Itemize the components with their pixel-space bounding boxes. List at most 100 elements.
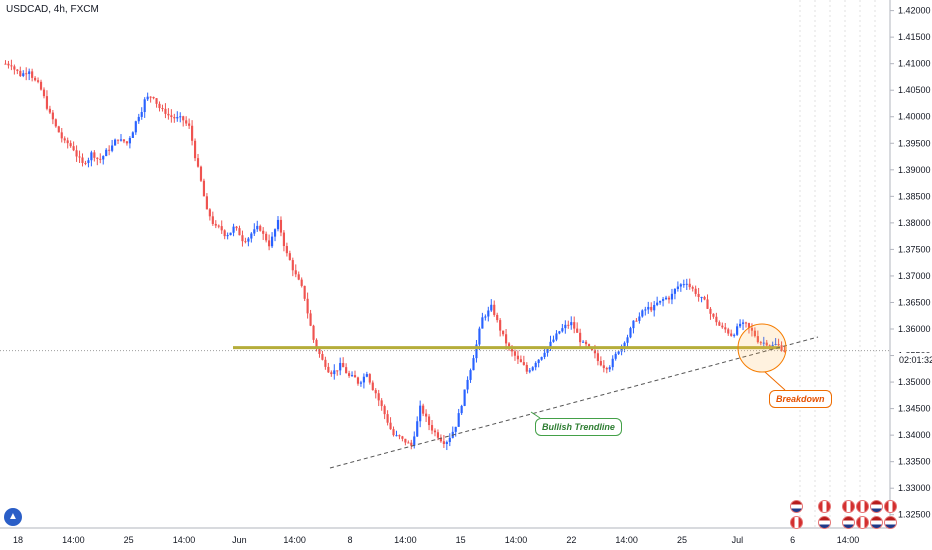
us-flag-icon[interactable] (870, 500, 883, 513)
candle-body (202, 180, 206, 197)
candle-body (481, 317, 484, 329)
candle-body (703, 296, 706, 300)
candle-body (324, 359, 327, 367)
candle-body (10, 65, 13, 67)
us-flag-icon[interactable] (884, 516, 897, 529)
candle-body (386, 414, 389, 423)
ca-flag-icon[interactable] (818, 500, 831, 513)
bullish-trendline-label[interactable]: Bullish Trendline (535, 418, 622, 436)
breakdown-label[interactable]: Breakdown (769, 390, 832, 408)
candle-body (268, 240, 271, 247)
candle-body (182, 116, 185, 121)
candle-body (546, 348, 549, 353)
candle-body (149, 96, 152, 98)
candle-body (504, 334, 508, 344)
price-axis[interactable]: 1.42000 1.41500 1.41000 1.40500 1.40000 1.395… (889, 0, 931, 528)
candle-body (19, 70, 22, 76)
breakdown-highlight-circle[interactable] (737, 323, 787, 373)
candle-body (356, 377, 360, 384)
price-tick-label: 1.42000 (898, 6, 931, 16)
candle-body (327, 366, 330, 373)
candle-body (685, 283, 688, 285)
ca-flag-icon[interactable] (842, 500, 855, 513)
candle-body (730, 333, 733, 336)
price-tick-label: 1.38000 (898, 218, 931, 228)
candle-body (454, 426, 457, 432)
candle-body (691, 287, 694, 289)
candle-body (661, 299, 665, 301)
ca-flag-icon[interactable] (856, 516, 869, 529)
candle-body (51, 112, 54, 120)
candle-body (359, 382, 363, 384)
candle-body (262, 230, 265, 234)
candle-body (273, 229, 277, 237)
ca-flag-icon[interactable] (856, 500, 869, 513)
candle-body (66, 140, 69, 144)
time-tick-label: 22 (566, 535, 576, 545)
candle-body (632, 320, 635, 329)
candle-body (549, 341, 552, 349)
candle-body (561, 328, 564, 332)
candle-body (656, 302, 659, 305)
candle-body (90, 152, 93, 161)
candle-body (214, 223, 217, 226)
candle-body (13, 66, 16, 70)
candle-body (448, 437, 451, 443)
candle-body (57, 126, 60, 133)
candle-body (318, 348, 321, 355)
candle-body (727, 329, 730, 334)
candle-body (119, 139, 123, 141)
price-tick-label: 1.36500 (898, 297, 931, 307)
candle-body (608, 367, 611, 370)
time-tick-label: Jul (732, 535, 744, 545)
candle-body (45, 96, 49, 109)
candle-body (667, 297, 671, 300)
candle-body (333, 370, 336, 375)
candle-body (167, 113, 170, 116)
candle-body (122, 139, 126, 142)
candle-body (466, 379, 469, 390)
price-tick-label: 1.39500 (898, 138, 931, 148)
candle-body (250, 233, 253, 239)
ca-flag-icon[interactable] (790, 516, 803, 529)
candle-body (99, 158, 102, 160)
candle-body (516, 355, 520, 360)
candle-body (670, 293, 674, 300)
ca-flag-icon[interactable] (884, 500, 897, 513)
price-tick-label: 1.33500 (898, 457, 931, 467)
candle-body (416, 421, 419, 437)
us-flag-icon[interactable] (870, 516, 883, 529)
candle-body (191, 125, 194, 141)
economic-events-row-2[interactable] (788, 516, 898, 530)
candle-body (282, 232, 286, 247)
us-flag-icon[interactable] (842, 516, 855, 529)
bullish-trendline[interactable] (329, 336, 819, 469)
time-tick-label: 14:00 (394, 535, 417, 545)
candle-body (525, 364, 528, 372)
candle-body (196, 158, 200, 167)
candle-body (573, 322, 576, 329)
candle-body (579, 332, 582, 343)
price-tick-label: 1.35000 (898, 377, 931, 387)
time-axis[interactable]: 18 14:00 25 14:00 Jun 14:00 8 14:00 15 14:00 22 14:… (0, 527, 890, 545)
candle-body (463, 389, 466, 406)
candle-body (460, 405, 463, 414)
candle-body (771, 344, 774, 347)
us-flag-icon[interactable] (790, 500, 803, 513)
price-tick-label: 1.32500 (898, 510, 931, 520)
us-flag-icon[interactable] (818, 516, 831, 529)
price-tick-label: 1.34000 (898, 430, 931, 440)
candle-body (7, 63, 10, 66)
economic-events-row-1[interactable] (788, 500, 898, 514)
candle-body (401, 436, 404, 439)
candle-body (93, 152, 96, 158)
candle-body (78, 156, 81, 158)
candle-body (427, 416, 431, 426)
candle-body (146, 96, 149, 100)
candle-body (676, 286, 679, 289)
candle-body (570, 322, 573, 326)
candle-body (229, 232, 232, 236)
tradingview-logo-icon[interactable]: ▲ (4, 508, 22, 526)
candle-body (152, 96, 155, 99)
